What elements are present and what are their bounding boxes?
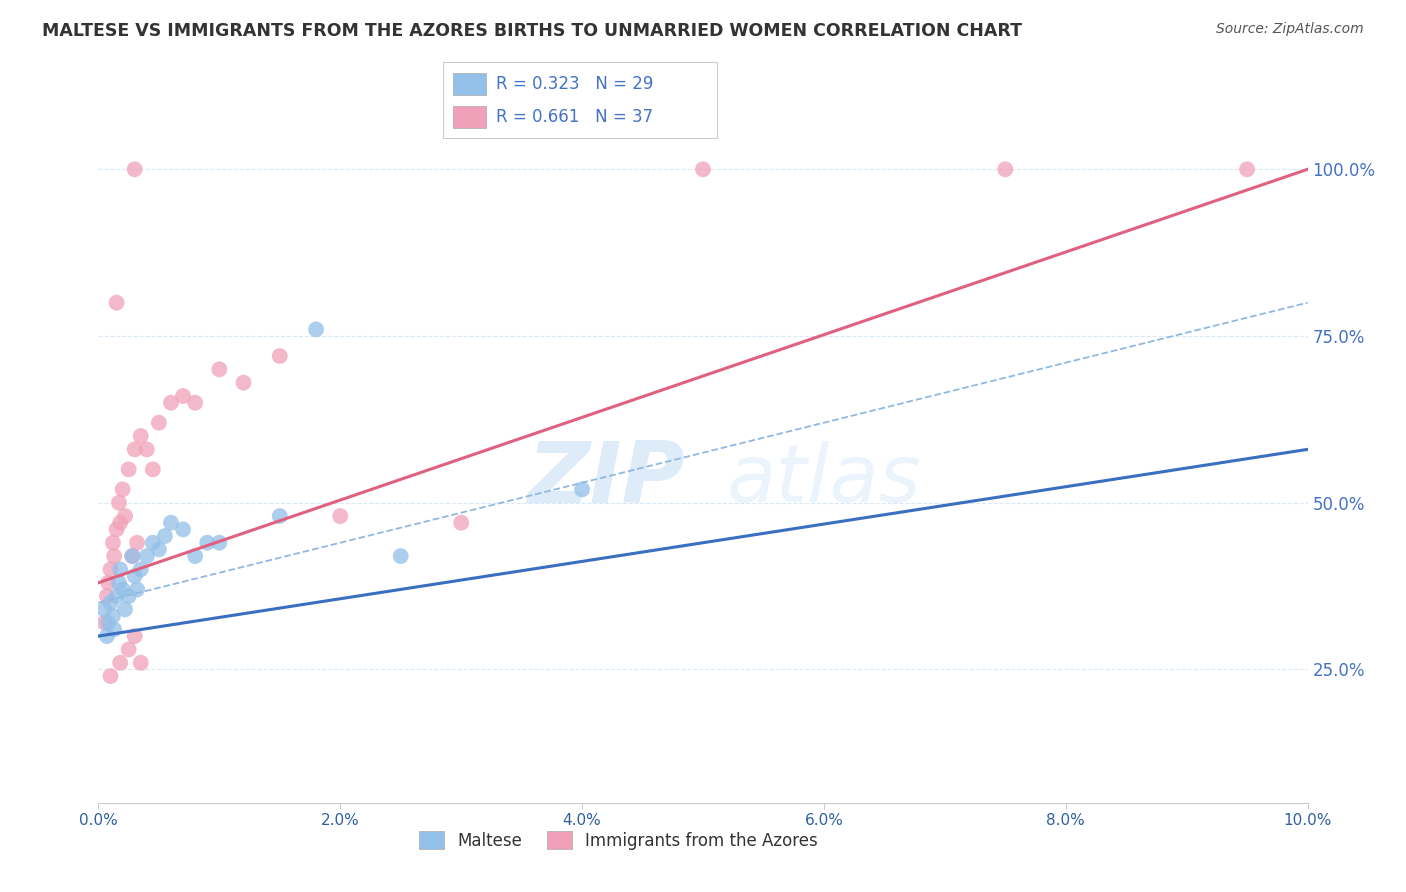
Point [692, 162, 714, 177]
Point [127, 582, 149, 597]
Point [129, 656, 152, 670]
Point [105, 522, 128, 536]
Point [127, 535, 149, 549]
Point [1236, 162, 1258, 177]
Point [135, 442, 157, 457]
Point [124, 629, 146, 643]
Point [103, 549, 125, 563]
Point [153, 529, 176, 543]
Text: Source: ZipAtlas.com: Source: ZipAtlas.com [1216, 22, 1364, 37]
Point [114, 602, 136, 616]
Point [124, 162, 146, 177]
Point [108, 656, 131, 670]
Point [96, 589, 118, 603]
Point [103, 623, 125, 637]
Point [184, 549, 207, 563]
Point [108, 575, 131, 590]
Point [100, 562, 122, 576]
Point [114, 509, 136, 524]
Point [108, 562, 131, 576]
Point [329, 509, 352, 524]
Point [93, 602, 115, 616]
Point [100, 596, 122, 610]
Point [108, 496, 131, 510]
Point [148, 542, 170, 557]
Text: atlas: atlas [727, 441, 921, 519]
Point [148, 416, 170, 430]
Point [184, 395, 207, 409]
Point [160, 516, 183, 530]
Point [450, 516, 472, 530]
Point [111, 582, 134, 597]
Point [160, 395, 183, 409]
Point [124, 569, 146, 583]
Point [269, 349, 291, 363]
Point [121, 549, 143, 563]
Point [111, 483, 134, 497]
Text: MALTESE VS IMMIGRANTS FROM THE AZORES BIRTHS TO UNMARRIED WOMEN CORRELATION CHAR: MALTESE VS IMMIGRANTS FROM THE AZORES BI… [42, 22, 1022, 40]
Text: R = 0.661   N = 37: R = 0.661 N = 37 [496, 108, 654, 126]
Point [994, 162, 1017, 177]
Text: R = 0.323   N = 29: R = 0.323 N = 29 [496, 75, 654, 93]
Point [105, 589, 128, 603]
Point [195, 535, 218, 549]
Point [142, 462, 165, 476]
Point [208, 362, 231, 376]
Point [305, 322, 328, 336]
Point [108, 516, 131, 530]
Point [389, 549, 412, 563]
Point [105, 295, 128, 310]
Point [129, 429, 152, 443]
Point [129, 562, 152, 576]
Point [142, 535, 165, 549]
Point [172, 389, 194, 403]
Point [208, 535, 231, 549]
Point [118, 589, 141, 603]
Text: ZIP: ZIP [527, 439, 685, 522]
Point [571, 483, 593, 497]
Point [269, 509, 291, 524]
Point [232, 376, 254, 390]
Legend: Maltese, Immigrants from the Azores: Maltese, Immigrants from the Azores [412, 825, 825, 856]
Point [101, 535, 124, 549]
Point [100, 669, 122, 683]
Point [124, 442, 146, 457]
Point [97, 575, 120, 590]
Point [97, 615, 120, 630]
Point [135, 549, 157, 563]
Point [93, 615, 115, 630]
Point [172, 522, 194, 536]
Point [118, 462, 141, 476]
Point [96, 629, 118, 643]
Point [121, 549, 143, 563]
Point [101, 609, 124, 624]
Point [118, 642, 141, 657]
